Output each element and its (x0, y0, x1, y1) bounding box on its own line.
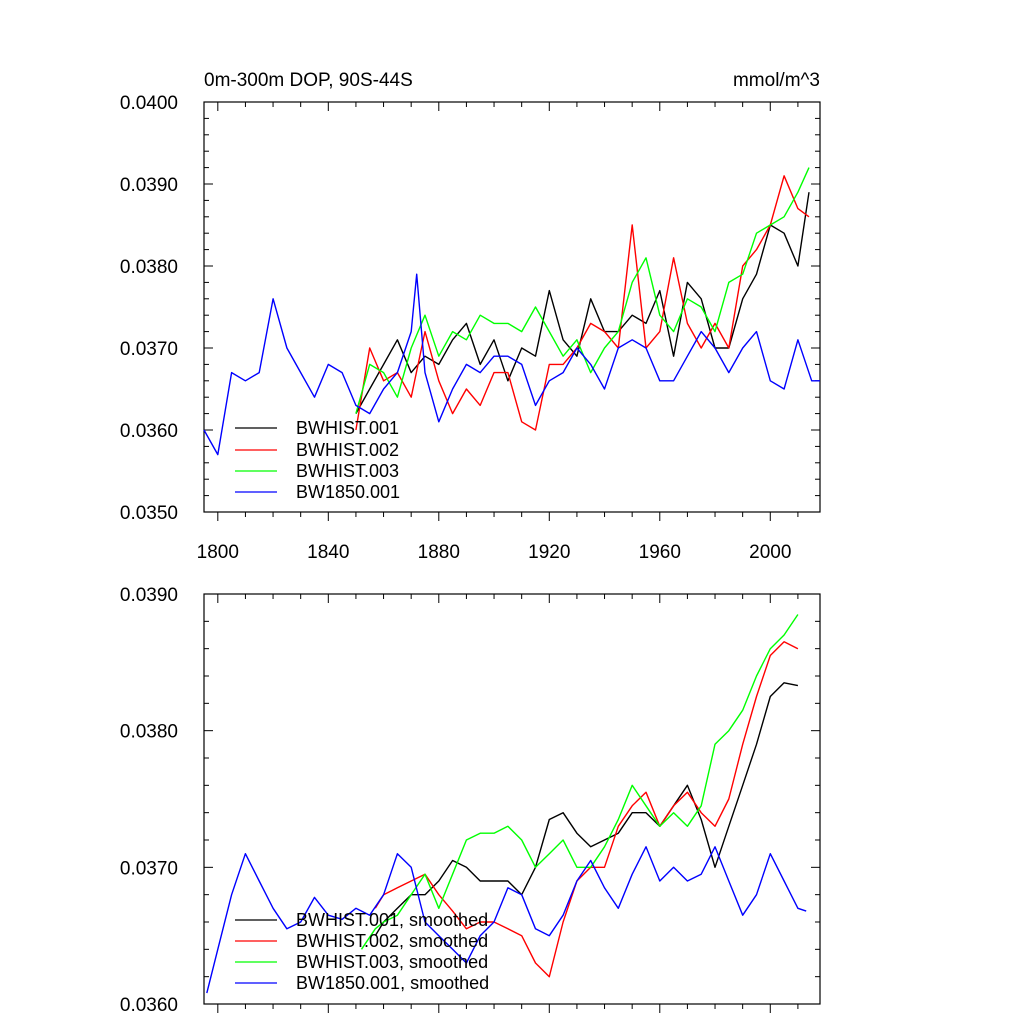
top-panel: 0m-300m DOP, 90S-44S mmol/m^3 0.03500.03… (120, 70, 821, 563)
top-chart-units: mmol/m^3 (733, 70, 820, 91)
top-xtick-label: 1880 (418, 542, 460, 563)
bottom-ytick-label: 0.0390 (120, 585, 178, 606)
top-xtick-label: 1840 (307, 542, 349, 563)
top-xtick-label: 1920 (528, 542, 570, 563)
legend-label-bw1850-001-smoothed: BW1850.001, smoothed (296, 973, 489, 993)
top-series-group (203, 167, 820, 456)
top-legend: BWHIST.001 BWHIST.002 BWHIST.003 BW1850.… (235, 418, 400, 502)
legend-label-bwhist-003-smoothed: BWHIST.003, smoothed (296, 952, 488, 972)
bottom-panel: 0.0360 0.0370 0.0380 0.0390 BWHIST.001, smo… (120, 585, 821, 1016)
legend-label-bw1850-001: BW1850.001 (296, 482, 400, 502)
top-axes: 0.0350 0.0360 0.0370 0.0380 0.0390 0.0400 1800… (120, 93, 820, 563)
bottom-legend: BWHIST.001, smoothed BWHIST.002, smoothe… (235, 910, 489, 993)
top-ytick-label: 0.0350 (120, 503, 178, 524)
top-xtick-label: 1800 (197, 542, 239, 563)
top-ytick-label: 0.0400 (120, 93, 178, 114)
series-line-bwhist-003-smoothed (360, 614, 799, 950)
bottom-axes: 0.0360 0.0370 0.0380 0.0390 (120, 585, 820, 1016)
top-ytick-label: 0.0390 (120, 175, 178, 196)
legend-label-bwhist-003: BWHIST.003 (296, 461, 399, 481)
legend-label-bwhist-002-smoothed: BWHIST.002, smoothed (296, 931, 488, 951)
legend-label-bwhist-001-smoothed: BWHIST.001, smoothed (296, 910, 488, 930)
bottom-plot-frame (203, 593, 821, 1005)
series-line-bwhist-002 (355, 175, 810, 431)
top-plot-frame (203, 101, 821, 513)
series-line-bwhist-003 (355, 167, 810, 414)
top-ytick-label: 0.0380 (120, 257, 178, 278)
series-line-bwhist-001-smoothed (374, 682, 799, 937)
legend-label-bwhist-002: BWHIST.002 (296, 440, 399, 460)
bottom-ytick-label: 0.0380 (120, 722, 178, 743)
bottom-series-group (206, 614, 807, 994)
series-line-bwhist-001 (355, 192, 810, 414)
top-chart-title: 0m-300m DOP, 90S-44S (204, 70, 413, 91)
series-line-bw1850-001-smoothed (206, 846, 807, 994)
legend-label-bwhist-001: BWHIST.001 (296, 418, 399, 438)
top-xtick-label: 2000 (749, 542, 791, 563)
top-ytick-label: 0.0360 (120, 421, 178, 442)
series-line-bwhist-002-smoothed (374, 641, 799, 978)
bottom-ytick-label: 0.0370 (120, 858, 178, 879)
top-ytick-label: 0.0370 (120, 339, 178, 360)
series-line-bw1850-001 (203, 273, 820, 456)
bottom-ytick-label: 0.0360 (120, 995, 178, 1016)
top-xtick-label: 1960 (639, 542, 681, 563)
